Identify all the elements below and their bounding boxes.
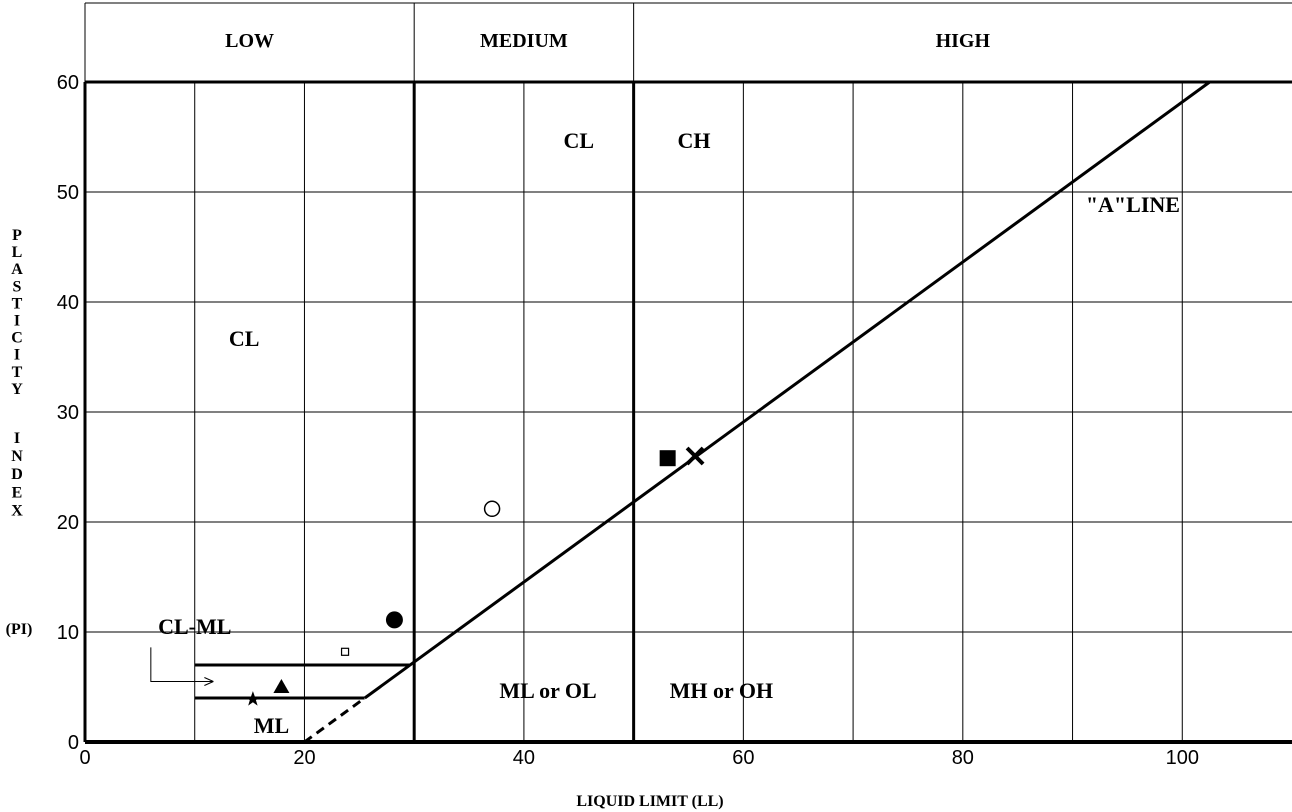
y-tick-label: 0 (68, 732, 79, 754)
y-tick-label: 40 (57, 292, 79, 314)
band-label: MEDIUM (480, 30, 568, 52)
x-tick-label: 100 (1166, 747, 1199, 769)
y-axis-title-letter: D (11, 466, 23, 483)
region-label: CL (229, 326, 260, 351)
data-point-filled-square (659, 450, 676, 467)
cl-ml-label: CL-ML (158, 614, 231, 639)
y-tick-label: 30 (57, 402, 79, 424)
x-tick-label: 80 (952, 747, 974, 769)
y-tick-label: 20 (57, 512, 79, 534)
y-tick-label: 10 (57, 622, 79, 644)
y-axis-title-letter: I (14, 313, 20, 330)
axes: 0 20 40 60 80 100 0 10 20 30 40 50 60 (57, 72, 1292, 769)
band-label: LOW (225, 30, 274, 52)
x-tick-label: 20 (293, 747, 315, 769)
y-tick-label: 50 (57, 182, 79, 204)
y-axis-title-letter: I (14, 430, 20, 447)
region-label: CH (677, 128, 710, 153)
y-tick-label: 60 (57, 72, 79, 94)
y-axis-title-letter: C (11, 330, 23, 347)
y-axis-title-suffix: (PI) (6, 621, 33, 638)
a-line-label: "A"LINE (1086, 192, 1180, 217)
band-label: HIGH (936, 30, 991, 52)
y-axis-title-letter: X (11, 502, 23, 519)
y-axis-title-letter: A (11, 261, 23, 278)
data-point-triangle (273, 679, 290, 693)
x-tick-label: 60 (732, 747, 754, 769)
data-point-star (245, 691, 261, 706)
y-axis-title-letter: Y (11, 381, 23, 398)
cl-ml-arrow-head (204, 677, 214, 686)
region-label: ML or OL (499, 678, 596, 703)
a-line (363, 80, 1211, 700)
classification-lines (194, 80, 1211, 744)
y-axis-title-letter: S (13, 278, 22, 295)
region-label: ML (254, 713, 289, 738)
y-axis-title-letter: N (11, 448, 23, 465)
x-tick-label: 40 (513, 747, 535, 769)
y-axis-title-letter: E (12, 484, 23, 501)
x-tick-label: 0 (79, 747, 90, 769)
data-point-x (685, 446, 705, 466)
data-point-open-circle (483, 500, 501, 518)
cl-ml-leader-line (150, 647, 214, 682)
data-point-filled-circle (385, 611, 403, 629)
band-header: LOW MEDIUM HIGH (84, 2, 1292, 82)
x-axis-title: LIQUID LIMIT (LL) (576, 793, 723, 810)
data-point-small-open-square (340, 647, 350, 656)
y-axis-title-letter: I (14, 347, 20, 364)
region-label: CL (563, 128, 594, 153)
region-labels: "A"LINE CL-ML CL CL CH ML ML or OL MH or OH (150, 128, 1180, 738)
y-axis-title-letter: L (12, 244, 23, 261)
a-line-dashed (303, 696, 366, 744)
region-label: MH or OH (670, 678, 773, 703)
y-axis-title-letter: T (12, 364, 23, 381)
y-axis-title-letter: T (12, 295, 23, 312)
y-axis-title-letter: P (12, 227, 22, 244)
data-points (245, 446, 705, 706)
